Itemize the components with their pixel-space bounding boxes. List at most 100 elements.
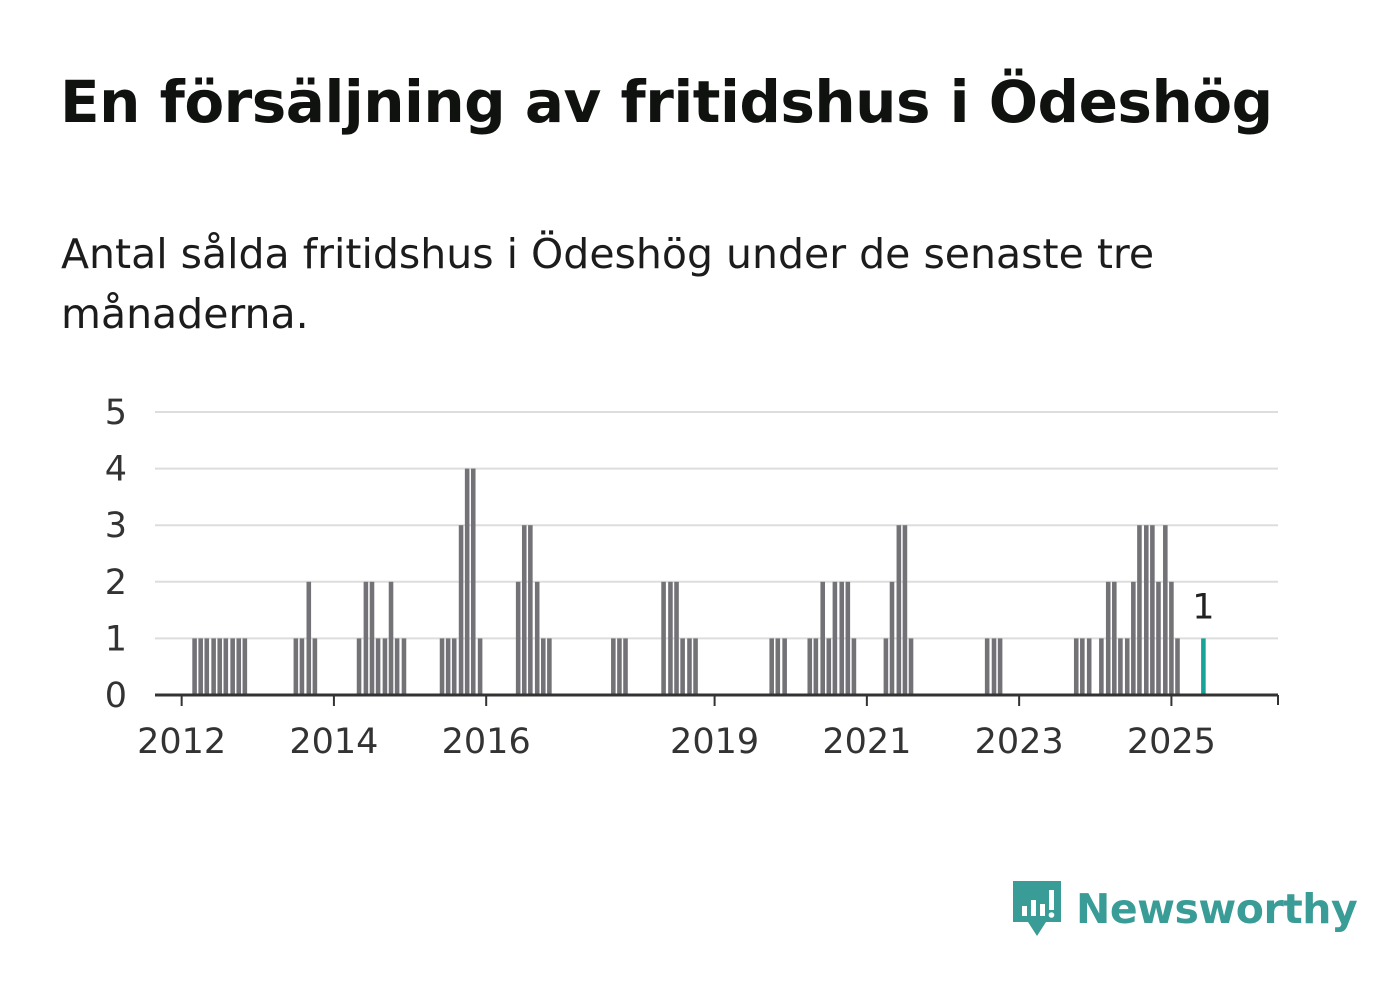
bar: [388, 581, 394, 695]
bar: [984, 638, 990, 695]
bar: [883, 638, 889, 695]
bar: [1112, 581, 1117, 695]
bar: [807, 638, 813, 695]
bar: [1163, 525, 1168, 695]
bar: [192, 638, 197, 695]
bar: [223, 638, 229, 695]
bar: [528, 525, 533, 695]
x-tick-label: 2012: [137, 722, 226, 762]
bar: [458, 525, 464, 695]
bar: [439, 638, 445, 695]
y-tick-label: 4: [105, 450, 127, 490]
bar: [356, 638, 362, 695]
bar: [617, 638, 622, 695]
bar: [445, 638, 451, 695]
bar: [401, 638, 407, 695]
x-tick-label: 2023: [975, 722, 1064, 762]
bar: [1086, 638, 1092, 695]
bar: [997, 638, 1003, 695]
bar: [1099, 638, 1104, 695]
bar: [820, 581, 825, 695]
bar: [775, 638, 781, 695]
bar: [217, 638, 222, 695]
bar: [299, 638, 305, 695]
bar: [521, 525, 527, 695]
bar: [541, 638, 546, 695]
bar: [242, 638, 248, 695]
bar: [674, 581, 679, 695]
bar: [1105, 581, 1111, 695]
bar: [451, 638, 457, 695]
bar: [464, 468, 470, 695]
chart-subtitle: Antal sålda fritidshus i Ödeshög under d…: [61, 230, 1155, 338]
bar: [293, 638, 299, 695]
bar: [896, 525, 902, 695]
data-label: 1: [1192, 587, 1214, 627]
bar: [1131, 581, 1136, 695]
axes: 0 1 2 3 4 5 2012 2014 2016 2019 2021 2023 2025: [105, 393, 1279, 762]
bar: [1175, 638, 1180, 695]
bar: [1150, 525, 1155, 695]
bar: [1124, 638, 1130, 695]
bar: [306, 581, 312, 695]
newsworthy-logo: Newsworthy: [1010, 878, 1358, 940]
bar: [769, 638, 774, 695]
y-tick-label: 3: [105, 506, 127, 546]
bar-chart: 0 1 2 3 4 5 2012 2014 2016 2019 2021 2023 2025 1: [105, 393, 1279, 762]
bar: [693, 638, 698, 695]
bar: [845, 581, 851, 695]
bar: [611, 638, 616, 695]
y-tick-label: 0: [105, 676, 127, 716]
y-tick-label: 1: [105, 619, 127, 659]
bar: [515, 581, 521, 695]
bar: [680, 638, 685, 695]
bar: [1156, 581, 1161, 695]
bar: [547, 638, 552, 695]
bar: [394, 638, 400, 695]
bar: [851, 638, 857, 695]
x-tick-label: 2014: [289, 722, 378, 762]
bar: [991, 638, 997, 695]
bar: [211, 638, 216, 695]
bar: [668, 581, 673, 695]
bar: [382, 638, 388, 695]
bar: [687, 638, 692, 695]
bar: [908, 638, 914, 695]
bar: [363, 581, 369, 695]
bar: [236, 638, 242, 695]
brand-name: Newsworthy: [1076, 885, 1358, 933]
bar: [369, 581, 375, 695]
bar: [1144, 525, 1149, 695]
bar: [230, 638, 235, 695]
bar: [477, 638, 483, 695]
chart-title: En försäljning av fritidshus i Ödeshög: [60, 68, 1273, 136]
y-tick-label: 5: [105, 393, 127, 433]
bar: [375, 638, 381, 695]
bar: [1073, 638, 1079, 695]
bar: [839, 581, 845, 695]
bar: [782, 638, 787, 695]
bar: [661, 581, 666, 695]
newsworthy-logo-icon: [1013, 881, 1061, 936]
bar: [1169, 581, 1174, 695]
data-labels: 1: [1192, 587, 1214, 627]
bar: [470, 468, 476, 695]
bar: [1137, 525, 1142, 695]
bar-highlighted: [1201, 638, 1206, 695]
x-tick-label: 2025: [1127, 722, 1216, 762]
bars: [192, 468, 1206, 695]
x-tick-label: 2016: [442, 722, 531, 762]
bar: [623, 638, 628, 695]
x-tick-label: 2021: [822, 722, 911, 762]
bar: [534, 581, 540, 695]
bar: [312, 638, 318, 695]
x-tick-label: 2019: [670, 722, 759, 762]
bar: [198, 638, 203, 695]
bar: [826, 638, 832, 695]
bar: [813, 638, 819, 695]
bar: [204, 638, 210, 695]
bar: [889, 581, 895, 695]
y-tick-label: 2: [105, 563, 127, 603]
bar: [1080, 638, 1085, 695]
bar: [1118, 638, 1123, 695]
